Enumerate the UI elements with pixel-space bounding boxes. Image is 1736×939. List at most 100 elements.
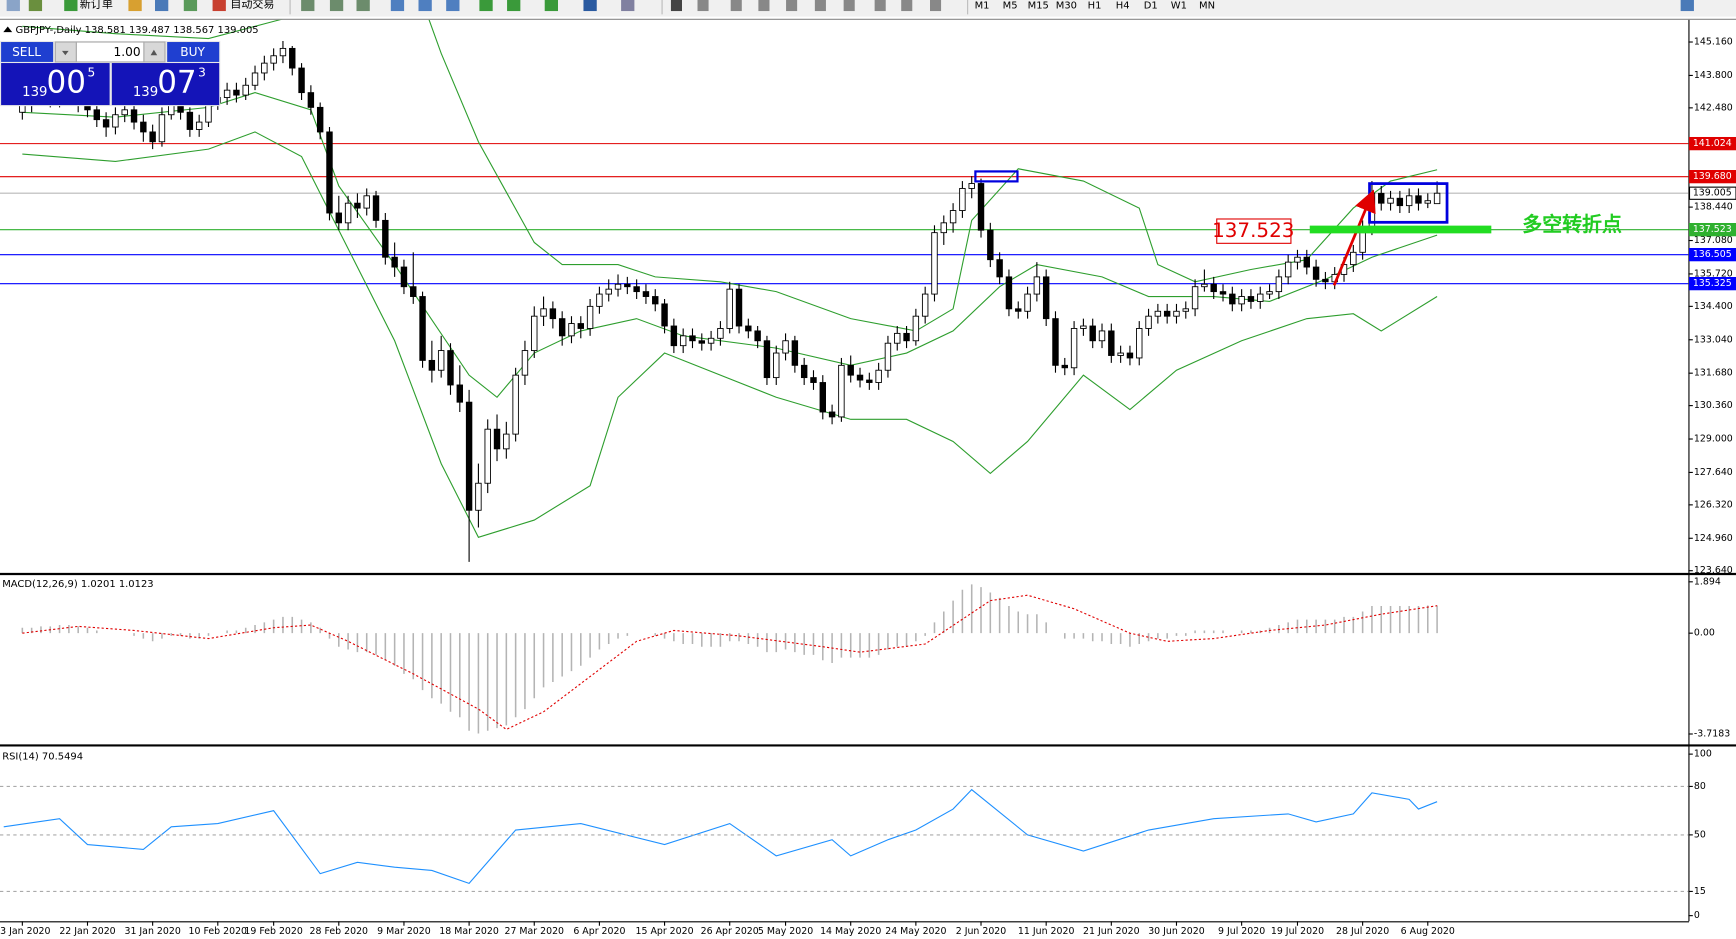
icon[interactable] [874, 0, 886, 12]
y-tick-label: 143.800 [1694, 70, 1733, 81]
icon[interactable] [930, 0, 942, 12]
collapse-icon[interactable] [3, 26, 13, 33]
icon[interactable] [301, 0, 315, 12]
timeframe-button[interactable]: H1 [1088, 1, 1102, 12]
volume-value[interactable]: 1.00 [114, 45, 141, 59]
candle-body [1052, 318, 1059, 366]
price-level-label: 135.325 [1693, 278, 1732, 289]
timeframe-button[interactable]: H4 [1116, 1, 1130, 12]
sell-price-pips[interactable]: 00 [47, 65, 86, 101]
icon[interactable] [1680, 0, 1694, 12]
x-tick-label: 11 Jun 2020 [1018, 926, 1075, 937]
x-tick-label: 19 Jul 2020 [1271, 926, 1324, 937]
buy-label[interactable]: BUY [180, 45, 205, 59]
icon[interactable] [670, 0, 682, 12]
candle-body [363, 195, 370, 209]
price-level-tag [1688, 186, 1736, 200]
icon[interactable] [814, 0, 826, 12]
auto-trading-button[interactable]: 自动交易 [230, 0, 274, 10]
candle-body [763, 340, 771, 379]
candle-body [93, 109, 101, 121]
timeframe-button[interactable]: M1 [975, 1, 990, 12]
candle-body [949, 210, 957, 224]
sell-price-fraction[interactable]: 5 [87, 66, 95, 80]
candle-body [1136, 328, 1143, 359]
timeframe-button[interactable]: W1 [1171, 1, 1187, 12]
buy-price-box[interactable] [111, 63, 220, 106]
icon[interactable] [212, 0, 226, 12]
candle-body [1015, 308, 1022, 312]
candle-body [856, 374, 864, 381]
icon[interactable] [28, 0, 43, 12]
sell-label[interactable]: SELL [12, 45, 41, 59]
candle-body [1424, 200, 1431, 204]
icon[interactable] [446, 0, 460, 12]
y-tick-label: 124.960 [1694, 533, 1733, 544]
candle-body [1210, 283, 1217, 293]
x-tick-label: 10 Feb 2020 [189, 926, 247, 937]
candle-body [503, 433, 510, 450]
sell-button[interactable] [1, 42, 54, 62]
timeframe-button[interactable]: M15 [1028, 1, 1049, 12]
candle-body [1108, 330, 1115, 356]
icon[interactable] [507, 0, 521, 12]
icon[interactable] [758, 0, 770, 12]
candle-body [586, 305, 594, 329]
icon[interactable] [183, 0, 198, 12]
x-tick-label: 18 Mar 2020 [439, 926, 499, 937]
timeframe-button[interactable]: M5 [1003, 1, 1018, 12]
candle-body [344, 202, 352, 224]
icon[interactable] [697, 0, 709, 12]
buy-price-fraction[interactable]: 3 [198, 66, 206, 80]
candle-body [1201, 283, 1208, 288]
icon[interactable] [786, 0, 798, 12]
candle-body [531, 315, 538, 352]
icon[interactable] [544, 0, 558, 12]
icon[interactable] [128, 0, 142, 12]
candle-body [512, 374, 519, 435]
candle-body [1126, 352, 1134, 359]
candle-body [1033, 276, 1041, 295]
price-level-label: 136.505 [1693, 249, 1732, 260]
icon[interactable] [155, 0, 169, 12]
price-level-tag [1688, 248, 1736, 262]
icon[interactable] [621, 0, 635, 12]
candle-body [1005, 276, 1013, 310]
icon[interactable] [329, 0, 344, 12]
candle-body [372, 195, 380, 221]
y-tick-label: 1.894 [1694, 576, 1721, 587]
candle-body [233, 89, 240, 96]
icon[interactable] [479, 0, 493, 12]
candle-body [1229, 293, 1236, 305]
buy-button[interactable] [167, 42, 220, 62]
timeframe-button[interactable]: M30 [1056, 1, 1077, 12]
turning-bar [1309, 225, 1492, 234]
icon[interactable] [583, 0, 597, 12]
icon[interactable] [730, 0, 742, 12]
buy-price-pips[interactable]: 07 [157, 65, 196, 101]
sell-price-prefix[interactable]: 139 [22, 85, 47, 100]
icon[interactable] [390, 0, 405, 12]
candle-body [903, 332, 910, 342]
icon[interactable] [418, 0, 432, 12]
new-order-button[interactable]: 新订单 [80, 0, 113, 10]
timeframe-button[interactable]: MN [1199, 1, 1215, 12]
icon[interactable] [843, 0, 855, 12]
candle-body [959, 187, 966, 211]
icon[interactable] [64, 0, 78, 12]
candle-body [1089, 325, 1096, 342]
icon[interactable] [356, 0, 370, 12]
candle-body [419, 296, 426, 361]
timeframe-button[interactable]: D1 [1144, 1, 1158, 12]
x-tick-label: 9 Mar 2020 [377, 926, 431, 937]
sell-price-box[interactable] [1, 63, 110, 106]
candle-body [577, 323, 585, 329]
candle-body [1312, 266, 1320, 280]
buy-price-prefix[interactable]: 139 [133, 85, 158, 100]
candle-body [279, 47, 287, 57]
x-tick-label: 28 Feb 2020 [310, 926, 368, 937]
turning-point-label: 多空转折点 [1522, 212, 1622, 236]
candle-body [940, 222, 947, 234]
icon[interactable] [6, 0, 20, 12]
icon[interactable] [901, 0, 913, 12]
